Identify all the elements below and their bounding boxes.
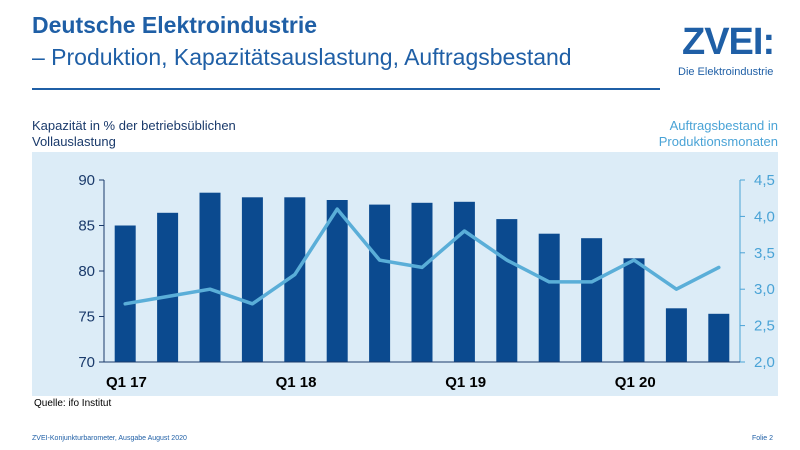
bar-q1-20	[623, 258, 645, 362]
left-axis-title: Kapazität in % der betriebsüblichen Voll…	[32, 118, 236, 149]
bar-q1-18	[284, 197, 306, 362]
right-tick-label: 3,0	[754, 281, 775, 298]
x-tick-label: Q1 20	[615, 374, 656, 391]
line-series	[123, 207, 721, 306]
bar-q2-17	[157, 212, 179, 362]
right-tick-label: 4,5	[754, 172, 775, 189]
bar-q2-18	[326, 200, 348, 362]
title-divider	[32, 88, 660, 90]
bar-q3-20	[708, 313, 730, 362]
bar-q3-18	[369, 204, 391, 362]
logo-subtitle: Die Elektroindustrie	[678, 66, 774, 78]
x-tick-label: Q1 19	[445, 374, 486, 391]
left-tick-label: 75	[78, 309, 95, 326]
source-note: Quelle: ifo Institut	[34, 398, 112, 409]
bar-q1-19	[453, 201, 475, 362]
bar-q4-18	[411, 202, 433, 363]
left-tick-label: 70	[78, 354, 95, 371]
left-tick-label: 80	[78, 263, 95, 280]
left-tick-label: 90	[78, 172, 95, 189]
right-tick-label: 4,0	[754, 208, 775, 225]
x-tick-label: Q1 18	[276, 374, 317, 391]
right-tick-label: 3,5	[754, 245, 775, 262]
bar-q1-17	[114, 225, 136, 362]
bar-q3-19	[538, 233, 560, 362]
page-subtitle: – Produktion, Kapazitätsauslastung, Auft…	[32, 44, 572, 70]
page-title: Deutsche Elektroindustrie	[32, 12, 318, 38]
bar-series	[114, 192, 730, 363]
right-tick-label: 2,5	[754, 318, 775, 335]
x-tick-label: Q1 17	[106, 374, 147, 391]
slide-number: Folie 2	[752, 435, 774, 442]
bar-q2-19	[496, 219, 518, 362]
zvei-logo: ZVEI: Die Elektroindustrie	[678, 22, 778, 84]
right-tick-label: 2,0	[754, 354, 775, 371]
tick-labels: 70 75 80 85 90 2,0 2,5 3,0 3,5 4,0 4,5 Q1 17 Q1 18 Q1…	[78, 172, 775, 391]
left-tick-label: 85	[78, 218, 95, 235]
right-axis-title: Auftragsbestand in Produktionsmonaten	[658, 118, 778, 149]
footer-edition: ZVEI-Konjunkturbarometer, Ausgabe August…	[32, 435, 187, 442]
order-backlog-line	[123, 207, 721, 306]
axes	[99, 179, 745, 363]
bar-q4-19	[581, 238, 603, 362]
bar-q2-20	[665, 308, 687, 362]
logo-mark: ZVEI:	[682, 21, 775, 63]
bar-q3-17	[199, 192, 221, 362]
bar-q4-17	[241, 197, 263, 362]
